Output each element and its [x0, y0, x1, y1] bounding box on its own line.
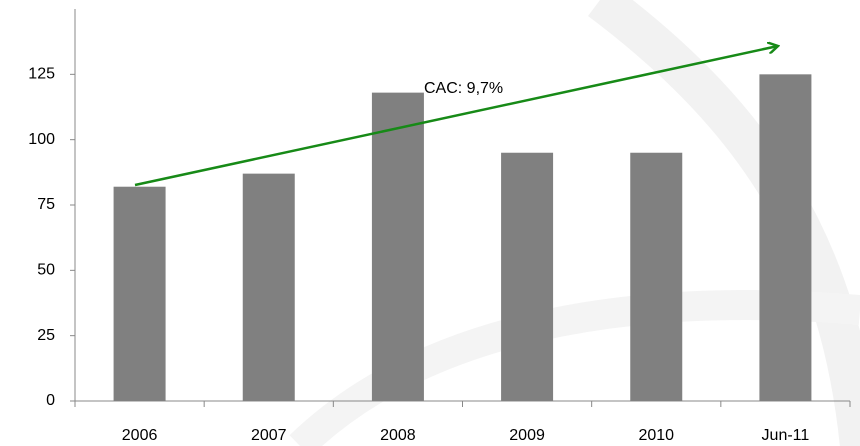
x-tick-label: 2008 — [380, 427, 416, 444]
x-tick-label: Jun-11 — [762, 427, 810, 444]
trend-arrow — [134, 46, 778, 187]
x-tick-label: 2009 — [509, 427, 545, 444]
plot: 0 25 50 75 100 125 2006 2007 2008 2009 2010 Jun-11 — [28, 9, 851, 444]
y-tick-label: 50 — [37, 262, 55, 279]
bar — [630, 152, 683, 401]
y-tick-label: 0 — [46, 392, 55, 409]
y-tick-label: 75 — [37, 196, 55, 213]
y-tick-label: 125 — [28, 66, 55, 83]
y-tick-label: 25 — [37, 327, 55, 344]
bar — [501, 152, 554, 401]
bar — [242, 173, 295, 401]
annotation: CAC: 9,7% — [424, 80, 503, 97]
bar — [371, 92, 424, 402]
bar — [113, 186, 166, 401]
y-tick-label: 100 — [28, 131, 55, 148]
x-tick-label: 2007 — [251, 427, 287, 444]
x-tick-label: 2006 — [122, 427, 158, 444]
bar — [759, 74, 812, 401]
x-tick-label: 2010 — [638, 427, 674, 444]
